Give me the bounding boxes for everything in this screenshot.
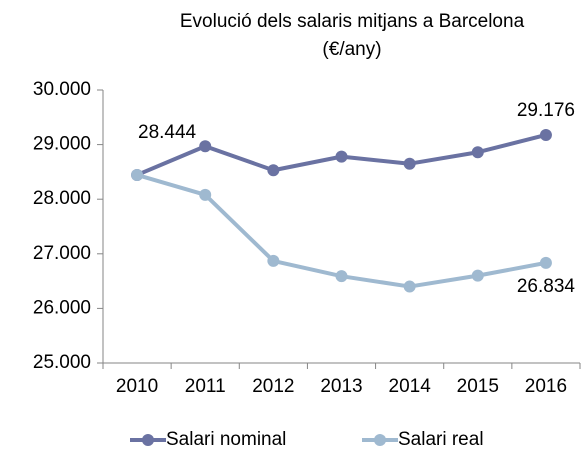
- data-point: [267, 164, 280, 177]
- data-point: [403, 280, 416, 293]
- legend-marker: [142, 434, 154, 446]
- chart-subtitle: (€/any): [322, 39, 381, 60]
- data-label: 29.176: [517, 100, 575, 121]
- y-tick-label: 29.000: [33, 134, 91, 155]
- legend-label: Salari real: [398, 429, 484, 450]
- chart-title: Evolució dels salaris mitjans a Barcelon…: [180, 11, 525, 32]
- data-point: [539, 256, 552, 269]
- x-tick-label: 2012: [252, 376, 294, 397]
- y-tick-label: 27.000: [33, 243, 91, 264]
- series-line: [136, 173, 547, 289]
- data-point: [199, 188, 212, 201]
- data-point: [199, 140, 212, 153]
- x-tick-label: 2016: [525, 376, 567, 397]
- x-tick-label: 2013: [320, 376, 362, 397]
- data-label: 28.444: [138, 122, 197, 143]
- y-tick-label: 28.000: [33, 188, 91, 209]
- data-point: [471, 146, 484, 159]
- x-tick-label: 2014: [389, 376, 432, 397]
- x-tick-label: 2011: [185, 376, 226, 397]
- y-tick-label: 25.000: [33, 352, 91, 373]
- y-tick-label: 30.000: [33, 79, 91, 100]
- legend-marker: [374, 434, 386, 446]
- data-point: [403, 157, 416, 170]
- data-point: [471, 269, 484, 282]
- y-tick-label: 26.000: [33, 297, 91, 318]
- legend-label: Salari nominal: [166, 429, 286, 450]
- x-tick-label: 2010: [116, 376, 158, 397]
- data-point: [131, 168, 144, 181]
- data-point: [539, 128, 552, 141]
- data-point: [267, 254, 280, 267]
- data-label: 26.834: [517, 276, 576, 297]
- x-tick-label: 2015: [457, 376, 499, 397]
- data-point: [335, 150, 348, 163]
- data-point: [335, 270, 348, 283]
